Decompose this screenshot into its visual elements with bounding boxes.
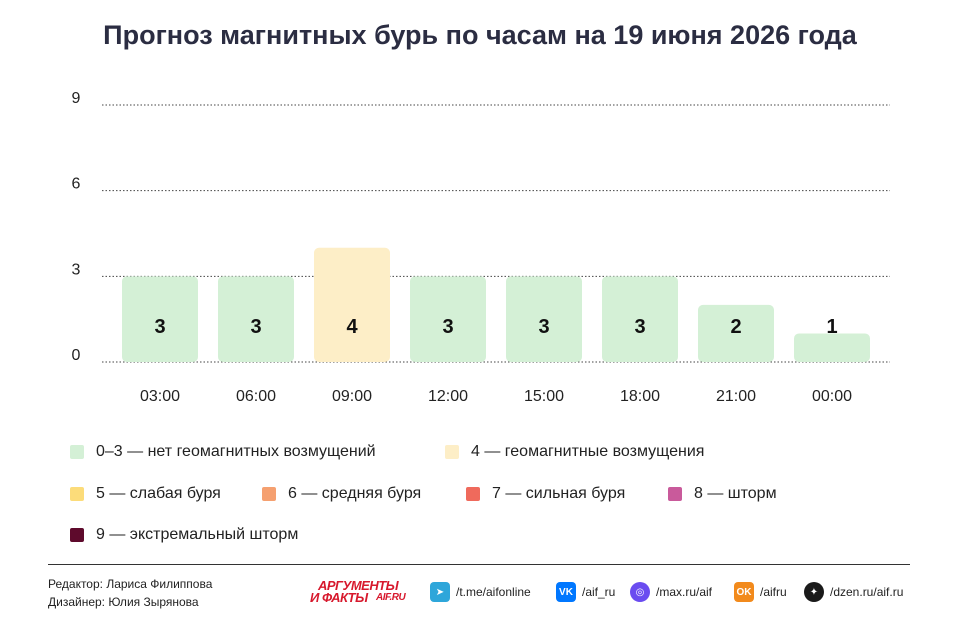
max-icon: ◎	[630, 582, 650, 602]
legend-label: 8 — шторм	[694, 485, 777, 502]
footer-divider	[48, 564, 910, 565]
bar-value-label: 3	[154, 316, 165, 338]
legend-swatch	[466, 487, 480, 501]
bar-value-label: 1	[826, 316, 837, 338]
bar	[698, 304, 774, 362]
designer-credit: Дизайнер: Юлия Зырянова	[48, 595, 199, 609]
x-tick-label: 09:00	[332, 388, 372, 405]
bar-value-label: 3	[442, 316, 453, 338]
chart-title: Прогноз магнитных бурь по часам на 19 ию…	[103, 20, 857, 50]
bar-value-label: 3	[634, 316, 645, 338]
x-tick-label: 00:00	[812, 388, 852, 405]
x-tick-label: 12:00	[428, 388, 468, 405]
labels-layer: 0 3 6 9 3 03:00 3 06:00 4 09:00 3 12:00 3 15:00 3 18:00…	[72, 90, 853, 405]
logo-line-2: И ФАКТЫ	[310, 590, 368, 605]
legend-label: 7 — сильная буря	[492, 485, 626, 502]
legend-swatch	[70, 487, 84, 501]
bars-layer	[122, 247, 870, 362]
bar	[410, 276, 486, 362]
dzen-icon: ✦	[804, 582, 824, 602]
bar	[218, 276, 294, 362]
social-max[interactable]: ◎ /max.ru/aif	[630, 582, 712, 602]
legend-item-5: 5 — слабая буря	[70, 485, 221, 503]
legend-swatch	[445, 445, 459, 459]
social-odnoklassniki[interactable]: OK /aifru	[734, 582, 787, 602]
y-tick-label: 3	[72, 261, 81, 278]
social-telegram[interactable]: ➤ /t.me/aifonline	[430, 582, 531, 602]
legend-swatch	[668, 487, 682, 501]
bar-chart: 0 3 6 9 3 03:00 3 06:00 4 09:00 3 12:00 3 15:00 3 18:00…	[72, 90, 890, 405]
aif-logo[interactable]: АРГУМЕНТЫ И ФАКТЫ AIF.RU	[310, 578, 422, 606]
telegram-icon: ➤	[430, 582, 450, 602]
legend-item-9: 9 — экстремальный шторм	[70, 526, 298, 544]
bar-value-label: 3	[250, 316, 261, 338]
bar-value-label: 2	[730, 316, 741, 338]
legend-label: 9 — экстремальный шторм	[96, 526, 299, 543]
x-tick-label: 03:00	[140, 388, 180, 405]
y-tick-label: 0	[72, 347, 81, 364]
legend-label: 4 — геомагнитные возмущения	[471, 443, 705, 460]
social-label: /aifru	[760, 585, 787, 599]
legend-label: 6 — средняя буря	[288, 485, 422, 502]
social-label: /max.ru/aif	[656, 585, 713, 599]
y-tick-label: 9	[72, 90, 81, 107]
social-label: /dzen.ru/aif.ru	[830, 585, 904, 599]
bar	[506, 276, 582, 362]
social-vk[interactable]: VK /aif_ru	[556, 582, 615, 602]
logo-line-1: АРГУМЕНТЫ	[318, 578, 399, 593]
legend-item-4: 4 — геомагнитные возмущения	[445, 443, 704, 461]
social-label: /aif_ru	[582, 585, 616, 599]
legend-item-7: 7 — сильная буря	[466, 485, 625, 503]
editor-credit: Редактор: Лариса Филиппова	[48, 577, 213, 591]
odnoklassniki-icon: OK	[734, 582, 754, 602]
bar	[122, 276, 198, 362]
x-tick-label: 21:00	[716, 388, 756, 405]
bar-value-label: 4	[346, 316, 358, 338]
credits: Редактор: Лариса Филиппова Дизайнер: Юли…	[48, 575, 212, 611]
x-tick-label: 06:00	[236, 388, 276, 405]
legend-item-6: 6 — средняя буря	[262, 485, 421, 503]
x-tick-label: 15:00	[524, 388, 564, 405]
legend-item-0-3: 0–3 — нет геомагнитных возмущений	[70, 443, 376, 461]
logo-line-3: AIF.RU	[376, 592, 406, 603]
legend-swatch	[70, 445, 84, 459]
bar-value-label: 3	[538, 316, 549, 338]
legend-label: 5 — слабая буря	[96, 485, 221, 502]
social-dzen[interactable]: ✦ /dzen.ru/aif.ru	[804, 582, 903, 602]
bar	[314, 247, 390, 362]
legend-swatch	[70, 528, 84, 542]
legend-item-8: 8 — шторм	[668, 485, 777, 503]
social-label: /t.me/aifonline	[456, 585, 531, 599]
y-tick-label: 6	[72, 176, 81, 193]
vk-icon: VK	[556, 582, 576, 602]
bar	[794, 333, 870, 362]
x-tick-label: 18:00	[620, 388, 660, 405]
legend-label: 0–3 — нет геомагнитных возмущений	[96, 443, 376, 460]
legend-swatch	[262, 487, 276, 501]
bar	[602, 276, 678, 362]
